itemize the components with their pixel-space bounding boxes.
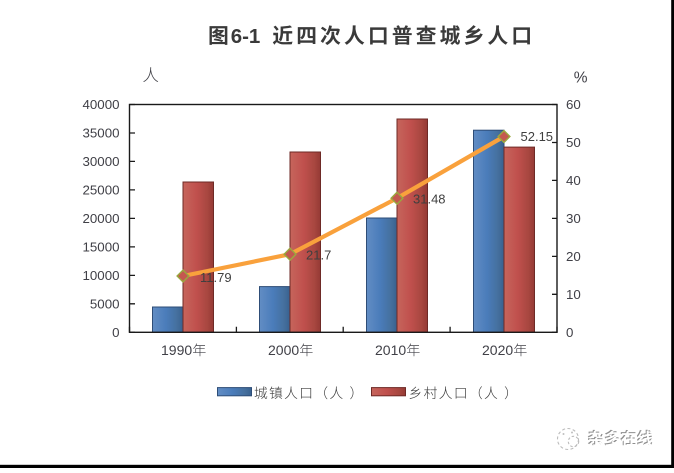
svg-text:2000: 2000 xyxy=(268,342,299,358)
svg-text:35000: 35000 xyxy=(83,126,120,141)
svg-text:15000: 15000 xyxy=(83,240,120,255)
svg-text:11.79: 11.79 xyxy=(200,270,232,285)
svg-text:10: 10 xyxy=(566,287,581,302)
svg-text:10000: 10000 xyxy=(83,268,120,283)
svg-text:31.48: 31.48 xyxy=(413,192,446,207)
svg-text:50: 50 xyxy=(566,135,581,150)
svg-text:20: 20 xyxy=(566,249,581,264)
svg-text:25000: 25000 xyxy=(83,183,120,198)
svg-text:%: % xyxy=(574,69,588,86)
svg-text:60: 60 xyxy=(566,97,581,112)
svg-text:30000: 30000 xyxy=(83,154,120,169)
svg-text:1990: 1990 xyxy=(161,342,192,358)
svg-text:2020: 2020 xyxy=(482,342,513,358)
svg-text:40000: 40000 xyxy=(83,97,120,112)
svg-text:30: 30 xyxy=(566,211,581,226)
svg-text:0: 0 xyxy=(112,325,119,340)
svg-text:20000: 20000 xyxy=(83,211,120,226)
svg-text:21.7: 21.7 xyxy=(306,247,331,262)
svg-text:40: 40 xyxy=(566,173,581,188)
svg-text:0: 0 xyxy=(566,325,573,340)
svg-text:5000: 5000 xyxy=(90,297,120,312)
svg-text:2010: 2010 xyxy=(375,342,406,358)
svg-text:52.15: 52.15 xyxy=(521,129,554,144)
svg-text:6-1: 6-1 xyxy=(231,25,261,48)
